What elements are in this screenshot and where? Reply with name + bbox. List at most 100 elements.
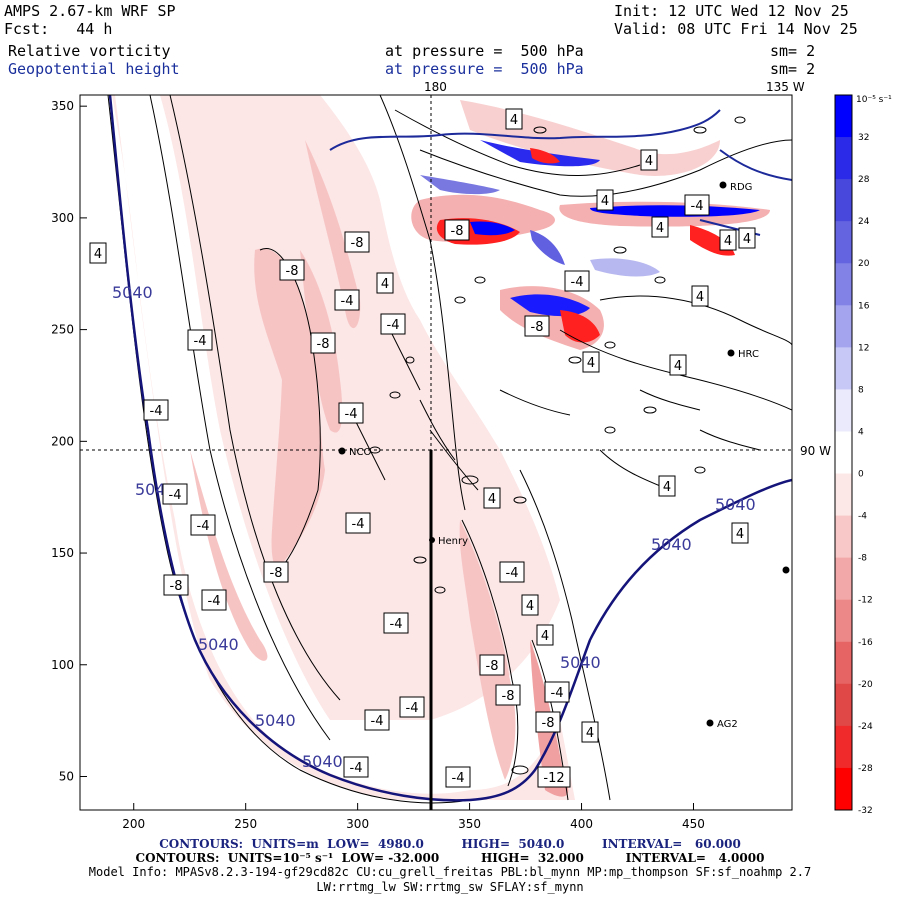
colorbar-swatch <box>835 557 852 601</box>
y-tick-label: 150 <box>51 546 74 560</box>
stations: RDG HRC NCO Henry AG2 <box>338 181 790 730</box>
colorbar-tick-label: 28 <box>858 175 870 185</box>
vorticity-contour-label: -4 <box>571 275 584 290</box>
label-90w: 90 W <box>800 444 831 458</box>
vorticity-label-box <box>658 475 676 497</box>
vorticity-label-box <box>89 242 107 264</box>
footer-physics-info: LW:rrtmg_lw SW:rrtmg_sw SFLAY:sf_mynn <box>316 880 584 894</box>
colorbar-tick-label: -32 <box>858 806 873 816</box>
colorbar-swatch <box>835 347 852 390</box>
label-180: 180 <box>424 80 447 94</box>
vorticity-contour-label: -8 <box>451 224 464 239</box>
vorticity-label-box <box>479 654 505 676</box>
vorticity-label-box <box>535 711 561 733</box>
x-tick-label: 300 <box>346 817 369 831</box>
colorbar-swatch <box>835 179 852 222</box>
vorticity-contour-label: -4 <box>150 404 163 419</box>
colorbar-swatch <box>835 221 852 264</box>
field1-name: Relative vorticity <box>8 42 171 60</box>
vorticity-contour-label: 4 <box>724 234 732 249</box>
vorticity-label-box <box>524 315 550 337</box>
vorticity-contour-label: -4 <box>352 517 365 532</box>
vorticity-label-box <box>537 766 571 788</box>
station-henry: Henry <box>438 536 468 547</box>
vorticity-label-box <box>731 522 749 544</box>
vorticity-contour-label: 4 <box>645 154 653 169</box>
vorticity-label-box <box>279 259 305 281</box>
vorticity-label-box <box>310 332 336 354</box>
vorticity-contour-label: -8 <box>351 236 364 251</box>
vorticity-label-box <box>738 227 756 249</box>
vorticity-contour-label: -8 <box>542 716 555 731</box>
colorbar: 32 28 24 20 16 12 8 4 0 -4 -8 -12 -16 -20 -24 -28 -32 <box>834 94 873 816</box>
vorticity-contour-label: -4 <box>341 294 354 309</box>
vorticity-label-box <box>521 594 539 616</box>
vorticity-contour-label: -4 <box>691 199 704 214</box>
vorticity-label-box <box>163 574 189 596</box>
station-ag2: AG2 <box>717 719 738 730</box>
footer-model-info: Model Info: MPASv8.2.3-194-gf29cd82c CU:… <box>88 865 812 879</box>
x-tick-label: 250 <box>234 817 257 831</box>
vorticity-label-box <box>483 487 501 509</box>
colorbar-swatch <box>835 473 852 517</box>
vorticity-label-box <box>187 329 213 351</box>
vorticity-contour-label: -4 <box>197 519 210 534</box>
vorticity-label-box <box>334 289 360 311</box>
y-tick-label: 350 <box>51 99 74 113</box>
vorticity-contour-label: -4 <box>194 334 207 349</box>
vorticity-label-box <box>345 512 371 534</box>
field2-name: Geopotential height <box>8 60 180 78</box>
colorbar-tick-label: -8 <box>858 554 867 564</box>
vorticity-contour-label: -8 <box>286 264 299 279</box>
y-tick-label: 200 <box>51 434 74 448</box>
vorticity-contour-label: -4 <box>371 714 384 729</box>
vorticity-label-box <box>343 756 369 778</box>
colorbar-tick-label: -4 <box>858 512 867 522</box>
vorticity-label-box <box>536 624 554 646</box>
vorticity-contour-label: 4 <box>587 356 595 371</box>
vorticity-contour-label: -4 <box>452 771 465 786</box>
vorticity-label-box <box>376 272 394 294</box>
vorticity-label-box <box>338 402 364 424</box>
vorticity-label-box <box>383 612 409 634</box>
vorticity-contour-label: -4 <box>345 407 358 422</box>
geopotential-contours <box>108 95 792 802</box>
colorbar-tick-label: 20 <box>858 259 870 269</box>
vorticity-contour-label: -8 <box>486 659 499 674</box>
vorticity-contour-label: -4 <box>551 686 564 701</box>
station-rdg: RDG <box>730 182 752 193</box>
geo-contour-label-extra: 5040 <box>715 495 756 514</box>
colorbar-tick-label: 12 <box>858 343 869 353</box>
vorticity-label-box <box>684 194 710 216</box>
footer-height-contours: CONTOURS: UNITS=m LOW= 4980.0 HIGH= 5040… <box>159 837 741 851</box>
colorbar-tick-label: -20 <box>858 680 873 690</box>
colorbar-swatch <box>835 683 852 727</box>
vorticity-contour-label: -4 <box>406 701 419 716</box>
y-axis-ticks: 50 100 150 200 250 300 350 <box>51 99 87 783</box>
station-hrc: HRC <box>738 349 759 360</box>
vorticity-contour-label: -12 <box>543 771 564 786</box>
forecast-hour: Fcst: 44 h <box>4 20 113 38</box>
vorticity-label-box <box>691 285 709 307</box>
geo-contour-label: 5040 <box>198 635 239 654</box>
vorticity-label-box <box>201 589 227 611</box>
colorbar-tick-label: 32 <box>858 133 869 143</box>
plot-frame <box>79 94 793 811</box>
geo-contour-label-extra: 5040 <box>651 535 692 554</box>
vorticity-contour-label: 4 <box>526 599 534 614</box>
vorticity-contour-label: 4 <box>696 290 704 305</box>
model-title: AMPS 2.67-km WRF SP <box>4 2 176 20</box>
y-tick-label: 100 <box>51 658 74 672</box>
vorticity-label-box <box>495 684 521 706</box>
geo-contour-label: 5040 <box>560 653 601 672</box>
vorticity-contour-label: 4 <box>510 113 518 128</box>
vorticity-contour-label: -8 <box>170 579 183 594</box>
vorticity-contour-label: 4 <box>381 277 389 292</box>
vorticity-label-box <box>444 219 470 241</box>
colorbar-swatch <box>835 95 852 138</box>
vorticity-label-box <box>640 149 658 171</box>
colorbar-swatch <box>835 641 852 685</box>
station-nco: NCO <box>349 447 371 458</box>
vorticity-contour-label: -8 <box>317 337 330 352</box>
